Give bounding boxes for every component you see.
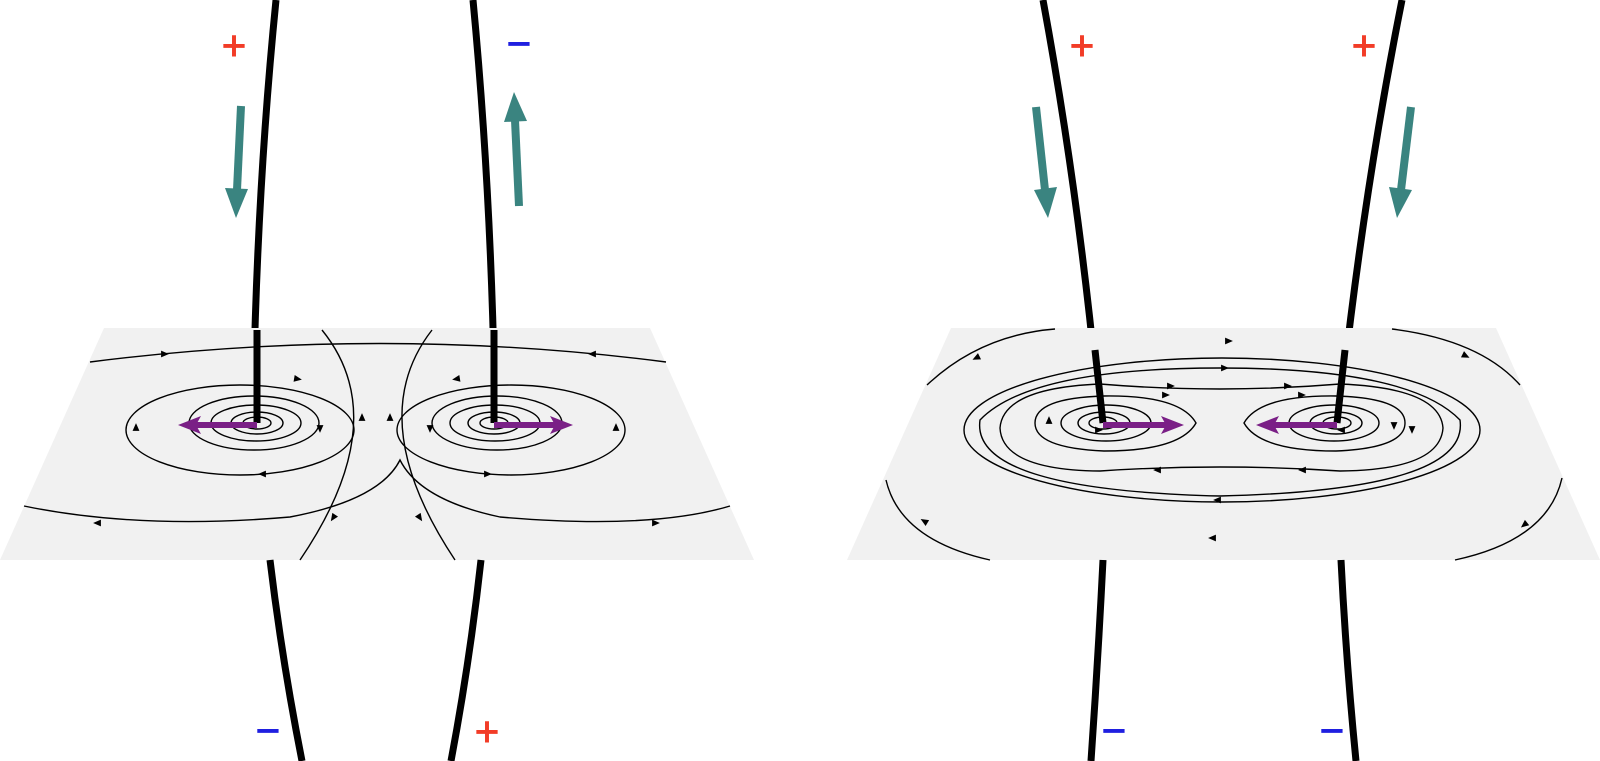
current-arrow-up — [504, 92, 527, 207]
field-plane — [0, 328, 754, 560]
field-line — [1243, 395, 1406, 452]
field-line — [885, 479, 991, 561]
field-line — [1391, 328, 1521, 386]
field-line — [396, 384, 626, 476]
force-arrow-right — [1256, 416, 1337, 434]
field-line — [978, 367, 1462, 497]
left-wire-bottom — [1087, 559, 1107, 761]
right-wire-bottom — [447, 559, 485, 761]
sign-bottom-right: + — [473, 712, 502, 752]
sign-bottom-left: − — [1100, 711, 1129, 751]
current-arrow-down — [1389, 106, 1415, 218]
antiparallel-panel: + − − + — [0, 0, 754, 761]
field-lines — [23, 329, 731, 561]
field-line — [1034, 395, 1197, 452]
field-line — [963, 357, 1481, 503]
sign-bottom-left: − — [254, 711, 283, 751]
field-plane — [847, 328, 1600, 560]
field-line — [23, 458, 731, 523]
parallel-panel: + + − − — [847, 0, 1600, 761]
field-line — [401, 329, 456, 561]
field-lines — [885, 328, 1563, 561]
force-arrow-left — [1103, 416, 1184, 434]
right-wire-stub — [1333, 349, 1349, 424]
field-line — [999, 383, 1444, 472]
field-line — [1454, 477, 1563, 561]
current-arrow-down — [225, 105, 248, 218]
field-line — [926, 328, 1056, 386]
force-arrow-left — [178, 416, 257, 434]
current-arrow-down — [1032, 106, 1057, 218]
sign-top-left: + — [220, 26, 249, 66]
sign-top-right: − — [505, 24, 534, 64]
left-wire-bottom — [266, 559, 306, 761]
sign-top-left: + — [1068, 26, 1097, 66]
field-line — [125, 384, 355, 476]
sign-top-right: + — [1350, 26, 1379, 66]
right-wire-bottom — [1337, 559, 1360, 761]
field-line — [89, 342, 667, 363]
field-line — [299, 329, 355, 561]
force-arrow-right — [494, 416, 573, 434]
sign-bottom-right: − — [1318, 711, 1347, 751]
left-wire-stub — [1091, 349, 1107, 424]
